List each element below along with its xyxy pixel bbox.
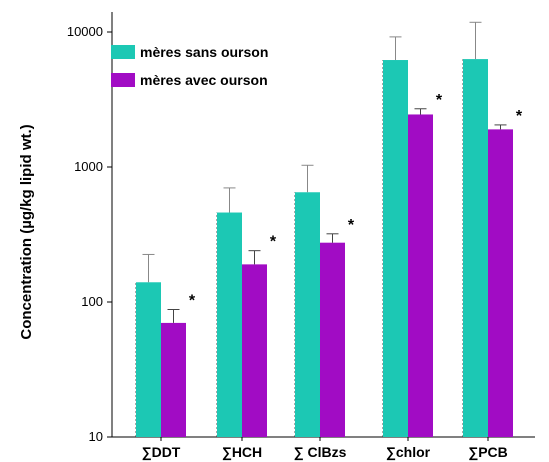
y-tick-label: 10000 <box>67 24 103 39</box>
x-tick-label: ∑DDT <box>142 444 181 461</box>
significance-star: * <box>516 108 523 125</box>
x-tick-labels: ∑DDT ∑HCH ∑ ClBzs ∑chlor ∑PCB <box>142 437 508 461</box>
significance-star: * <box>270 234 277 251</box>
significance-star: * <box>348 217 355 234</box>
legend-label-2: mères avec ourson <box>140 72 268 88</box>
x-tick-label: ∑ ClBzs <box>294 444 347 461</box>
y-tick-label: 100 <box>81 294 103 309</box>
bar-avec-ourson <box>320 242 345 437</box>
y-axis-label: Concentration (µg/kg lipid wt.) <box>18 124 35 339</box>
significance-star: * <box>189 292 196 309</box>
bar-avec-ourson <box>488 129 513 437</box>
bar-avec-ourson <box>161 322 186 437</box>
y-tick-label: 1000 <box>74 159 103 174</box>
significance-star: * <box>436 92 443 109</box>
x-tick-label: ∑chlor <box>386 444 431 461</box>
bar-sans-ourson <box>383 60 408 437</box>
error-bars <box>142 21 507 323</box>
legend-swatch-2 <box>111 73 135 87</box>
bar-avec-ourson <box>242 264 267 437</box>
legend-swatch-1 <box>111 45 135 59</box>
y-tick-label: 10 <box>89 429 103 444</box>
bar-sans-ourson <box>295 192 320 437</box>
y-tick-labels: 10 100 1000 10000 <box>67 24 112 444</box>
bar-avec-ourson <box>408 114 433 437</box>
legend: mères sans ourson mères avec ourson <box>111 44 268 88</box>
bar-sans-ourson <box>136 282 161 437</box>
bar-sans-ourson <box>217 212 242 437</box>
x-tick-label: ∑PCB <box>468 444 508 461</box>
x-tick-label: ∑HCH <box>222 444 262 461</box>
legend-label-1: mères sans ourson <box>140 44 268 60</box>
significance-markers: * * * * * <box>189 92 523 310</box>
bar-sans-ourson <box>463 59 488 438</box>
bars <box>136 59 513 438</box>
